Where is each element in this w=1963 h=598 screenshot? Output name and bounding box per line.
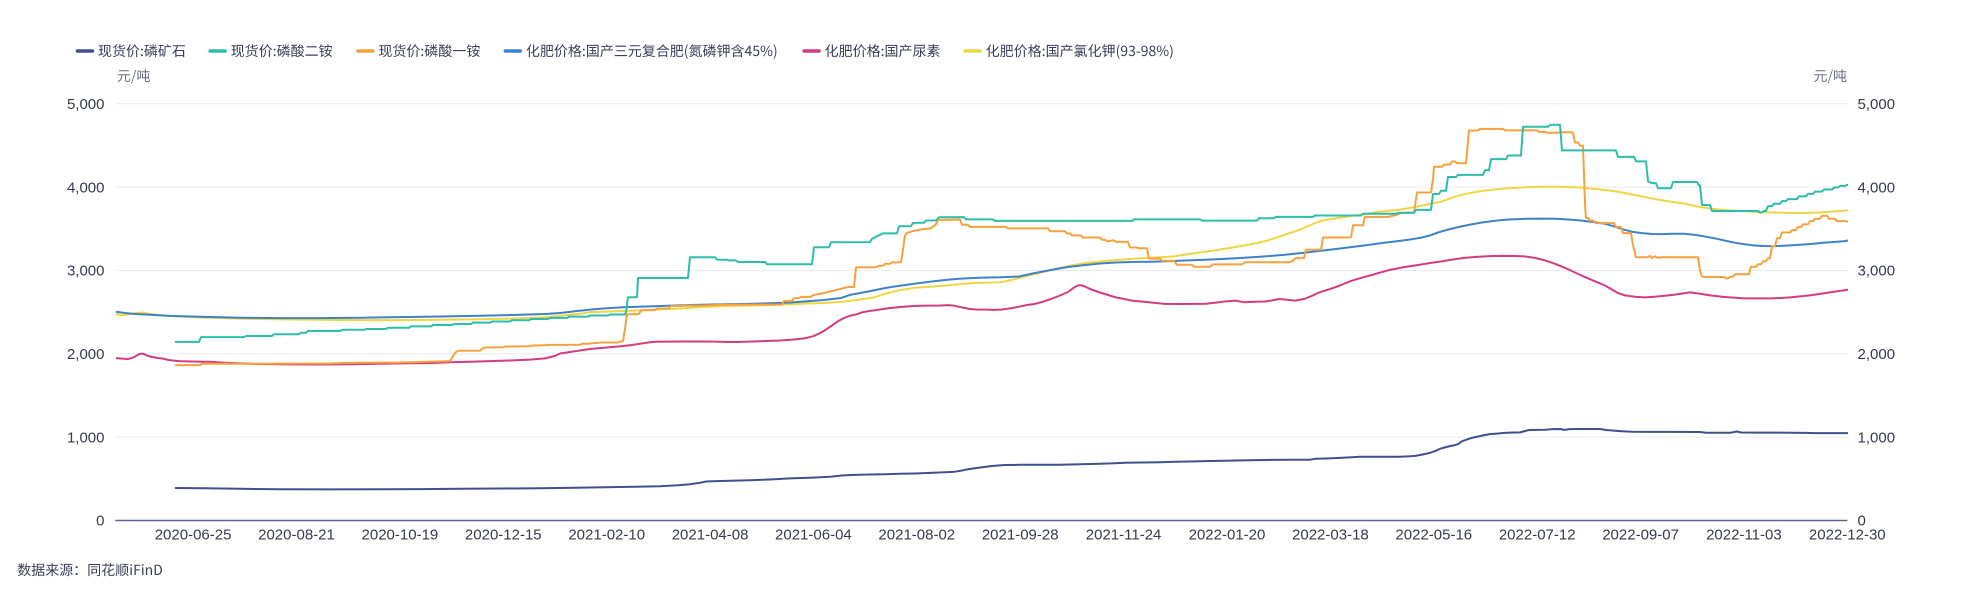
svg-text:0: 0 — [1858, 513, 1866, 530]
svg-text:2021-02-10: 2021-02-10 — [568, 527, 645, 544]
svg-text:2,000: 2,000 — [67, 346, 105, 363]
svg-text:3,000: 3,000 — [67, 263, 105, 280]
svg-text:2022-09-07: 2022-09-07 — [1602, 527, 1679, 544]
svg-text:5,000: 5,000 — [67, 96, 105, 113]
svg-text:2021-09-28: 2021-09-28 — [982, 527, 1059, 544]
svg-text:4,000: 4,000 — [1858, 179, 1896, 196]
svg-text:2021-04-08: 2021-04-08 — [672, 527, 749, 544]
svg-text:1,000: 1,000 — [67, 429, 105, 446]
svg-text:3,000: 3,000 — [1858, 263, 1896, 280]
svg-text:2022-01-20: 2022-01-20 — [1189, 527, 1266, 544]
svg-text:2,000: 2,000 — [1858, 346, 1896, 363]
svg-text:2020-06-25: 2020-06-25 — [155, 527, 232, 544]
svg-text:2020-08-21: 2020-08-21 — [258, 527, 335, 544]
svg-text:2022-12-30: 2022-12-30 — [1809, 527, 1886, 544]
svg-text:5,000: 5,000 — [1858, 96, 1896, 113]
svg-text:2020-10-19: 2020-10-19 — [362, 527, 439, 544]
svg-text:4,000: 4,000 — [67, 179, 105, 196]
svg-text:2022-07-12: 2022-07-12 — [1499, 527, 1576, 544]
svg-text:2021-06-04: 2021-06-04 — [775, 527, 852, 544]
svg-text:1,000: 1,000 — [1858, 429, 1896, 446]
svg-text:2021-08-02: 2021-08-02 — [878, 527, 955, 544]
svg-text:0: 0 — [96, 513, 104, 530]
svg-text:2022-05-16: 2022-05-16 — [1395, 527, 1472, 544]
svg-text:2022-03-18: 2022-03-18 — [1292, 527, 1369, 544]
svg-text:2022-11-03: 2022-11-03 — [1706, 527, 1782, 544]
svg-text:2021-11-24: 2021-11-24 — [1086, 527, 1162, 544]
svg-text:2020-12-15: 2020-12-15 — [465, 527, 542, 544]
